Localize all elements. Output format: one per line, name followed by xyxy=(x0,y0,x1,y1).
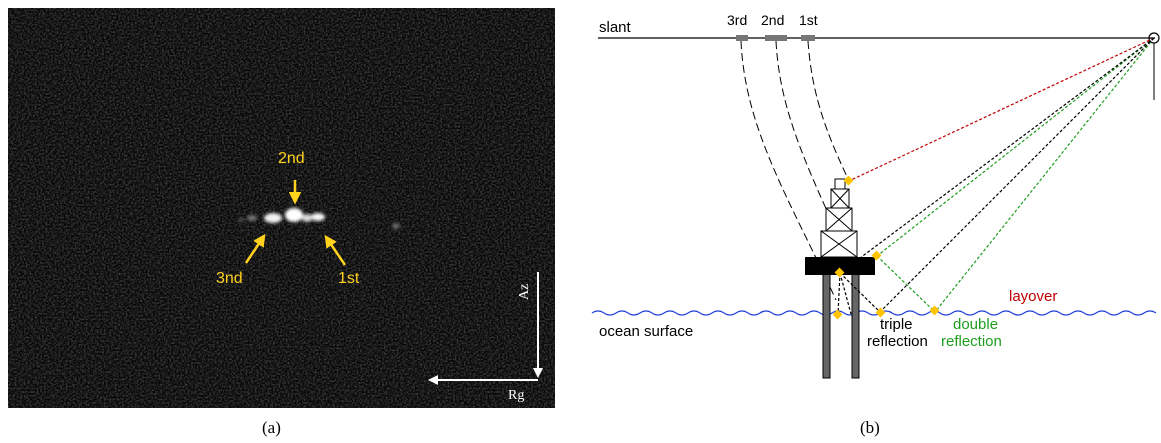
order-label-first: 1st xyxy=(799,12,818,28)
reflection-markers xyxy=(832,175,940,320)
triple-label-line1: triple xyxy=(880,316,913,333)
ray-triple-link xyxy=(839,272,881,313)
arrow-third xyxy=(244,233,266,264)
sar-image-panel: 2nd 3nd 1st Az Rg xyxy=(8,8,555,408)
range-label: Rg xyxy=(508,388,524,403)
ray-double-link xyxy=(876,255,936,313)
label-third: 3nd xyxy=(216,270,243,287)
marker-first xyxy=(801,35,815,41)
layover-label: layover xyxy=(1009,288,1057,305)
scatterer-blobs xyxy=(238,208,400,229)
order-label-second: 2nd xyxy=(761,12,784,28)
ocean-surface-label: ocean surface xyxy=(599,323,693,340)
platform-deck xyxy=(805,257,875,275)
order-label-third: 3rd xyxy=(727,12,747,28)
platform-leg-right xyxy=(851,269,860,379)
label-first: 1st xyxy=(338,270,360,287)
ray-double-2 xyxy=(934,37,1155,313)
arc-first xyxy=(807,40,850,182)
ray-triple-1 xyxy=(879,37,1155,313)
platform-tower xyxy=(820,178,858,258)
ray-triple-link-3 xyxy=(839,272,852,315)
azimuth-label: Az xyxy=(517,284,532,300)
ray-triple-2 xyxy=(839,37,1155,274)
double-label-line1: double xyxy=(953,316,998,333)
sar-speckle xyxy=(8,8,555,408)
arrow-first xyxy=(324,234,347,266)
double-label-line2: reflection xyxy=(941,333,1002,350)
ocean-surface xyxy=(591,310,1157,316)
platform-leg-left xyxy=(822,269,831,379)
geometry-diagram-panel: slant 3rd 2nd 1st xyxy=(591,12,1160,379)
marker-third xyxy=(736,35,748,41)
caption-a: (a) xyxy=(262,418,281,437)
marker-second xyxy=(765,35,787,41)
slant-label: slant xyxy=(599,19,632,36)
triple-label-line2: reflection xyxy=(867,333,928,350)
ray-double-1 xyxy=(876,37,1155,257)
label-second: 2nd xyxy=(278,150,305,167)
caption-b: (b) xyxy=(860,418,880,437)
ray-layover xyxy=(848,37,1155,182)
ray-triple-link-2 xyxy=(837,272,841,315)
